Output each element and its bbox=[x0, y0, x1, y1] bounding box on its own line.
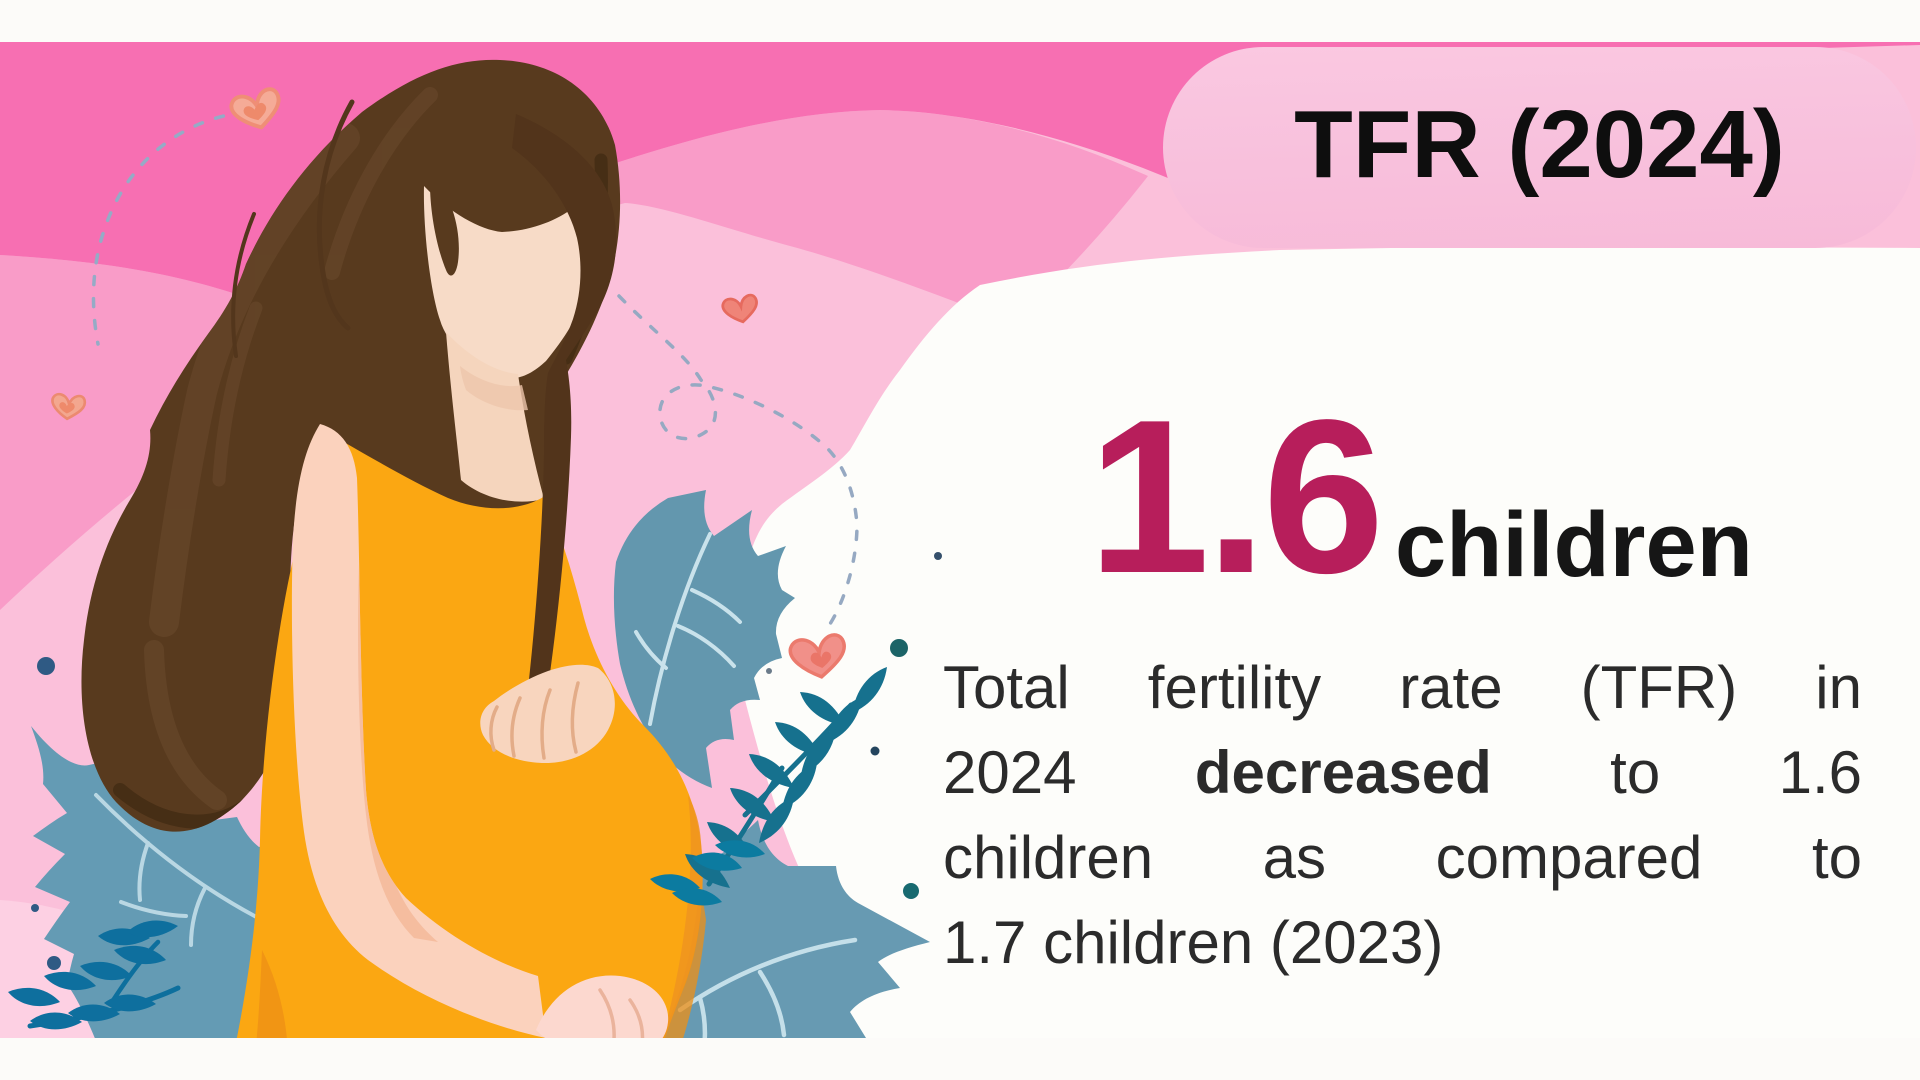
heart-icon bbox=[51, 392, 87, 421]
description-line: Total fertility rate (TFR) in bbox=[943, 654, 1862, 721]
dot bbox=[31, 904, 39, 912]
leaflet-cluster bbox=[650, 840, 765, 906]
description-text: Total fertility rate (TFR) in 2024 decrea… bbox=[943, 645, 1862, 985]
hair-front-lock-left bbox=[430, 180, 459, 276]
medium-pink-wave bbox=[0, 110, 1148, 610]
leaf-veins bbox=[634, 532, 742, 726]
branch-teal-right bbox=[650, 667, 887, 906]
heart-icon bbox=[229, 87, 281, 130]
description-line: 2024 decreased to 1.6 bbox=[943, 739, 1862, 806]
hair-right-strand bbox=[512, 114, 617, 708]
dashed-swirl-center bbox=[617, 294, 859, 626]
dot bbox=[47, 956, 61, 970]
pregnant-woman-illustration bbox=[81, 59, 706, 1080]
dot bbox=[766, 668, 772, 674]
description-line: children as compared to bbox=[943, 824, 1862, 891]
branch-teal-bottom-left bbox=[8, 920, 181, 1030]
white-panel bbox=[739, 246, 1920, 1080]
dot bbox=[903, 883, 919, 899]
description-line: 1.7 children (2023) bbox=[943, 909, 1444, 976]
dot bbox=[934, 552, 942, 560]
leaf-blue-right bbox=[613, 490, 795, 788]
hair-highlights bbox=[144, 87, 438, 810]
arm bbox=[291, 424, 546, 1038]
stat-unit: children bbox=[1395, 494, 1753, 596]
dot bbox=[37, 657, 55, 675]
tfr-year-badge: TFR (2024) bbox=[1163, 47, 1916, 248]
hair-loose-strands bbox=[231, 99, 355, 358]
stat-value: 1.6 bbox=[1088, 375, 1384, 619]
dot bbox=[890, 639, 908, 657]
heart-icon bbox=[721, 293, 758, 324]
hand-on-belly bbox=[480, 664, 615, 764]
leaf-veins bbox=[94, 793, 264, 947]
decorations bbox=[31, 87, 942, 1023]
dashed-swirl-left bbox=[91, 110, 247, 346]
dot bbox=[870, 746, 880, 756]
badge-label: TFR (2024) bbox=[1294, 90, 1785, 198]
leaf-blue-left bbox=[31, 726, 300, 1080]
neck-shadow bbox=[460, 366, 528, 411]
heart-icon bbox=[788, 633, 846, 679]
top-white-strip bbox=[0, 0, 1920, 42]
bottom-white-strip bbox=[0, 1038, 1920, 1080]
face bbox=[423, 186, 590, 379]
